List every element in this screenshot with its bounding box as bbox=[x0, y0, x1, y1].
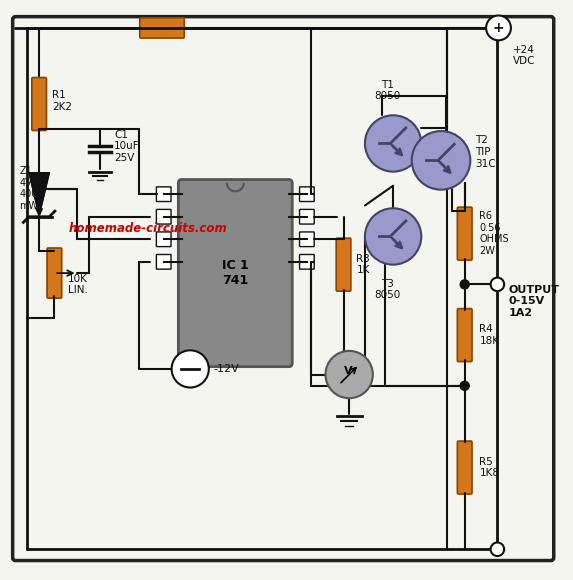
FancyBboxPatch shape bbox=[156, 187, 171, 201]
Text: R3
1K: R3 1K bbox=[356, 254, 370, 276]
Circle shape bbox=[460, 381, 469, 390]
Circle shape bbox=[325, 351, 373, 398]
FancyBboxPatch shape bbox=[156, 232, 171, 246]
Circle shape bbox=[486, 16, 511, 41]
Text: IC 1
741: IC 1 741 bbox=[222, 259, 249, 287]
FancyBboxPatch shape bbox=[300, 209, 314, 224]
Text: R1
2K2: R1 2K2 bbox=[52, 90, 72, 112]
Text: homemade-circuits.com: homemade-circuits.com bbox=[69, 222, 228, 234]
FancyBboxPatch shape bbox=[300, 232, 314, 246]
Text: T1
8050: T1 8050 bbox=[374, 79, 401, 101]
Polygon shape bbox=[29, 173, 49, 216]
Text: V: V bbox=[344, 366, 352, 376]
FancyBboxPatch shape bbox=[13, 17, 554, 560]
Text: R4
18K: R4 18K bbox=[480, 324, 499, 346]
FancyBboxPatch shape bbox=[156, 209, 171, 224]
FancyBboxPatch shape bbox=[32, 78, 46, 130]
FancyBboxPatch shape bbox=[178, 180, 292, 367]
FancyBboxPatch shape bbox=[457, 207, 472, 260]
FancyBboxPatch shape bbox=[300, 255, 314, 269]
Text: +: + bbox=[493, 21, 504, 35]
Circle shape bbox=[171, 350, 209, 387]
Text: Z1
4V7
400
mW: Z1 4V7 400 mW bbox=[19, 166, 38, 211]
Circle shape bbox=[412, 131, 470, 190]
Text: +24
VDC: +24 VDC bbox=[513, 45, 535, 67]
Text: C1
10uF
25V: C1 10uF 25V bbox=[114, 130, 140, 163]
Text: T2
TIP
31C: T2 TIP 31C bbox=[475, 135, 496, 169]
FancyBboxPatch shape bbox=[457, 441, 472, 494]
Circle shape bbox=[493, 280, 502, 289]
FancyBboxPatch shape bbox=[457, 309, 472, 361]
FancyBboxPatch shape bbox=[336, 238, 351, 291]
Text: R5
1K8: R5 1K8 bbox=[480, 456, 499, 478]
FancyBboxPatch shape bbox=[156, 255, 171, 269]
Text: T3
8050: T3 8050 bbox=[374, 279, 401, 300]
Circle shape bbox=[490, 278, 504, 291]
FancyBboxPatch shape bbox=[47, 248, 62, 298]
Text: 10K
LIN.: 10K LIN. bbox=[68, 274, 88, 295]
Circle shape bbox=[460, 280, 469, 289]
Circle shape bbox=[365, 115, 421, 172]
Text: -12V: -12V bbox=[214, 364, 240, 374]
FancyBboxPatch shape bbox=[300, 187, 314, 201]
Text: OUTPUT
0-15V
1A2: OUTPUT 0-15V 1A2 bbox=[509, 285, 560, 318]
Text: R6
0.56
OHMS
2W: R6 0.56 OHMS 2W bbox=[480, 211, 509, 256]
Circle shape bbox=[365, 208, 421, 264]
FancyBboxPatch shape bbox=[140, 18, 185, 38]
Circle shape bbox=[490, 542, 504, 556]
